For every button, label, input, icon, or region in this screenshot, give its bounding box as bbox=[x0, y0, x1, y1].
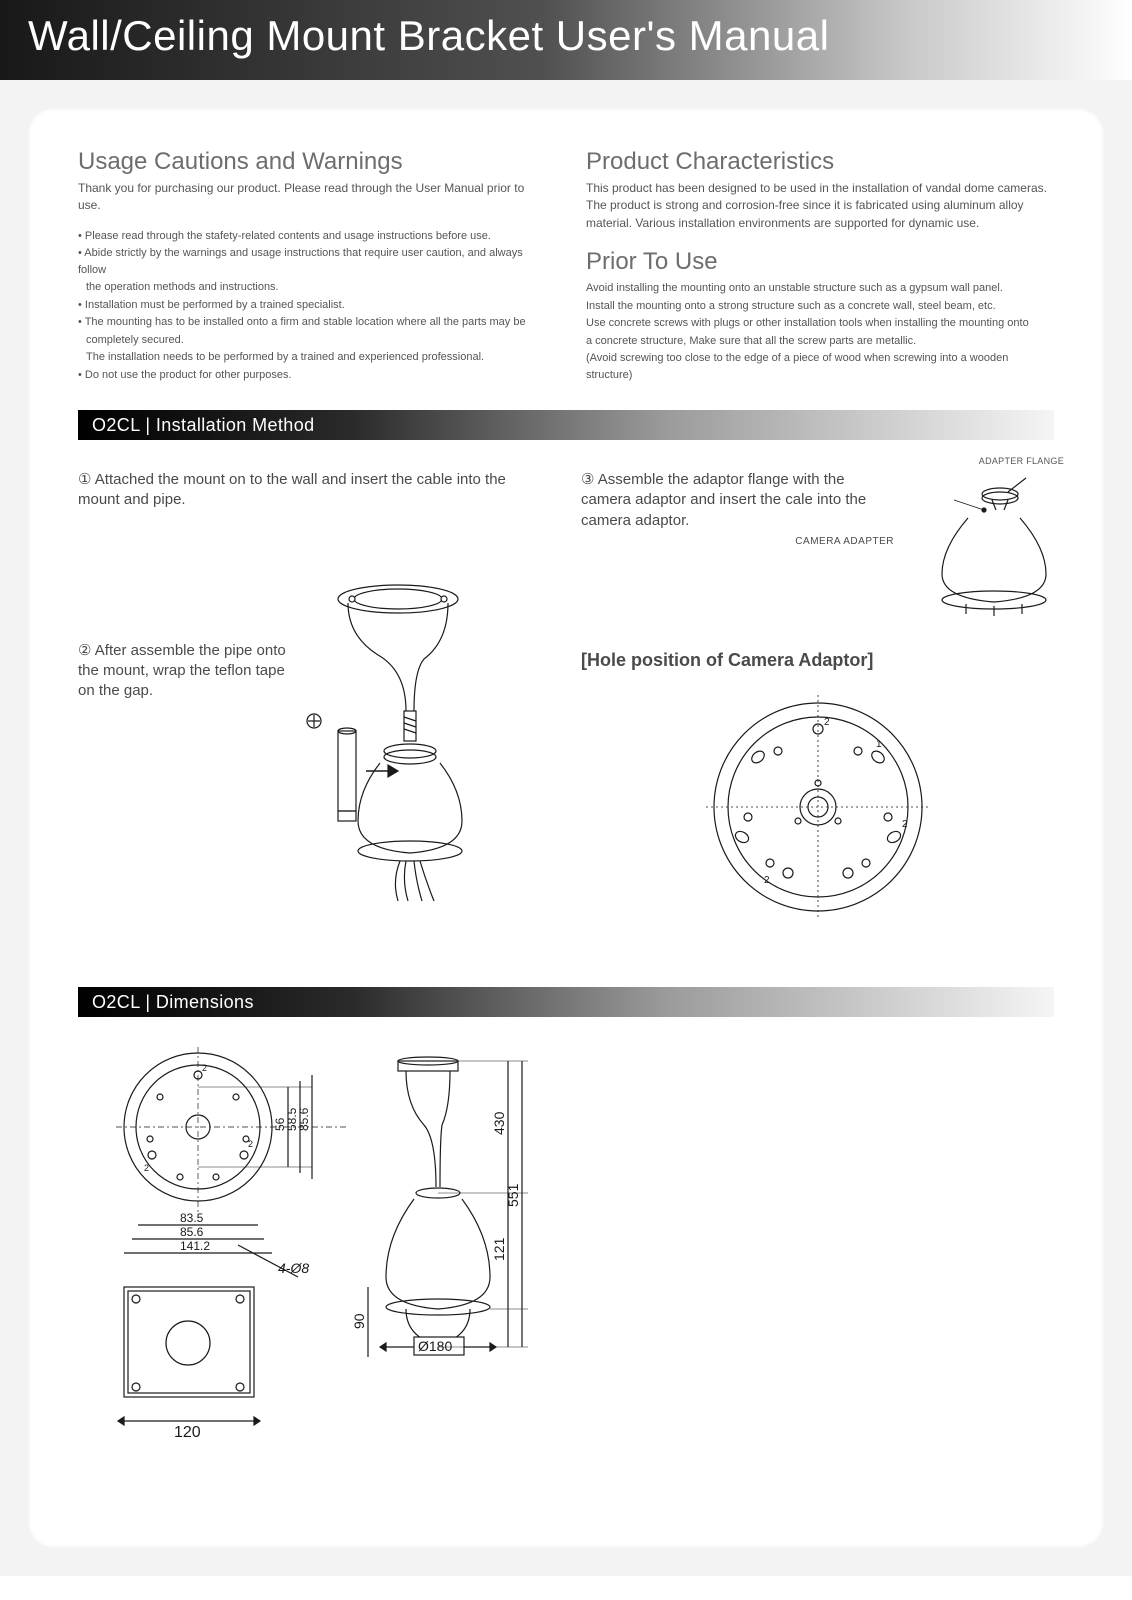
mount-figure bbox=[288, 581, 508, 921]
usage-bullets: • Please read through the stafety-relate… bbox=[78, 228, 546, 384]
line: Avoid installing the mounting onto an un… bbox=[586, 280, 1054, 297]
product-desc: This product has been designed to be use… bbox=[586, 180, 1054, 232]
svg-text:85.6: 85.6 bbox=[180, 1225, 204, 1239]
bullet: • Installation must be performed by a tr… bbox=[78, 297, 546, 314]
hole-position-figure: 2 1 2 2 bbox=[688, 687, 948, 927]
prior-heading: Prior To Use bbox=[586, 248, 1054, 276]
svg-text:85.6: 85.6 bbox=[297, 1107, 311, 1131]
bullet: The installation needs to be performed b… bbox=[78, 349, 546, 366]
hole-position-title: [Hole position of Camera Adaptor] bbox=[581, 650, 1054, 671]
dimensions-figure-area: 2 2 2 56 58.5 85.6 83.5 bbox=[78, 1047, 1054, 1447]
svg-text:2: 2 bbox=[824, 717, 830, 728]
bullet: the operation methods and instructions. bbox=[78, 279, 546, 296]
product-heading: Product Characteristics bbox=[586, 148, 1054, 176]
adapter-flange-label: ADAPTER FLANGE bbox=[979, 456, 1064, 466]
svg-text:551: 551 bbox=[505, 1184, 521, 1208]
step-num-3: ③ bbox=[581, 471, 594, 488]
step-3-text: Assemble the adaptor flange with the cam… bbox=[581, 471, 866, 529]
sheet-wrapper: Usage Cautions and Warnings Thank you fo… bbox=[0, 80, 1132, 1576]
usage-heading: Usage Cautions and Warnings bbox=[78, 148, 546, 176]
install-section-bar: O2CL | Installation Method bbox=[78, 410, 1054, 440]
intro-left: Usage Cautions and Warnings Thank you fo… bbox=[78, 148, 546, 384]
line: a concrete structure, Make sure that all… bbox=[586, 333, 1054, 350]
intro-columns: Usage Cautions and Warnings Thank you fo… bbox=[78, 148, 1054, 384]
line: Install the mounting onto a strong struc… bbox=[586, 298, 1054, 315]
svg-text:83.5: 83.5 bbox=[180, 1211, 204, 1225]
prior-desc: Avoid installing the mounting onto an un… bbox=[586, 280, 1054, 383]
step-3: ③ Assemble the adaptor flange with the c… bbox=[581, 470, 894, 620]
step-2: ② After assemble the pipe onto the mount… bbox=[78, 641, 288, 702]
svg-text:1: 1 bbox=[876, 739, 882, 750]
intro-right: Product Characteristics This product has… bbox=[586, 148, 1054, 384]
svg-text:2: 2 bbox=[144, 1163, 149, 1173]
dimensions-section-bar: O2CL | Dimensions bbox=[78, 987, 1054, 1017]
install-left: ① Attached the mount on to the wall and … bbox=[78, 470, 551, 927]
svg-text:90: 90 bbox=[351, 1313, 367, 1329]
bullet: • Abide strictly by the warnings and usa… bbox=[78, 245, 546, 278]
svg-text:141.2: 141.2 bbox=[180, 1239, 210, 1253]
thank-text: Thank you for purchasing our product. Pl… bbox=[78, 180, 546, 214]
svg-text:Ø180: Ø180 bbox=[418, 1338, 452, 1354]
bullet: completely secured. bbox=[78, 332, 546, 349]
install-right: ③ Assemble the adaptor flange with the c… bbox=[581, 470, 1054, 927]
page-header: Wall/Ceiling Mount Bracket User's Manual bbox=[0, 0, 1132, 80]
svg-text:430: 430 bbox=[491, 1112, 507, 1136]
install-columns: ① Attached the mount on to the wall and … bbox=[78, 470, 1054, 927]
bullet: • Please read through the stafety-relate… bbox=[78, 228, 546, 245]
svg-text:120: 120 bbox=[174, 1424, 201, 1441]
line: Use concrete screws with plugs or other … bbox=[586, 315, 1054, 332]
step-2-text: After assemble the pipe onto the mount, … bbox=[78, 642, 286, 700]
svg-text:2: 2 bbox=[764, 875, 770, 886]
page-title: Wall/Ceiling Mount Bracket User's Manual bbox=[28, 12, 1104, 60]
line: (Avoid screwing too close to the edge of… bbox=[586, 350, 1054, 383]
camera-adapter-label: CAMERA ADAPTER bbox=[581, 535, 894, 549]
dimensions-figure: 2 2 2 56 58.5 85.6 83.5 bbox=[88, 1047, 608, 1447]
svg-text:2: 2 bbox=[248, 1139, 253, 1149]
svg-text:4-Ø8: 4-Ø8 bbox=[278, 1260, 309, 1276]
svg-text:2: 2 bbox=[202, 1063, 207, 1073]
bullet: • The mounting has to be installed onto … bbox=[78, 314, 546, 331]
svg-text:121: 121 bbox=[491, 1238, 507, 1262]
svg-text:2: 2 bbox=[902, 819, 908, 830]
step-1-text: Attached the mount on to the wall and in… bbox=[78, 471, 506, 508]
content-sheet: Usage Cautions and Warnings Thank you fo… bbox=[28, 108, 1104, 1548]
step-num-1: ① bbox=[78, 471, 91, 488]
step-num-2: ② bbox=[78, 642, 91, 659]
bullet: • Do not use the product for other purpo… bbox=[78, 367, 546, 384]
step-1: ① Attached the mount on to the wall and … bbox=[78, 470, 551, 511]
dome-figure bbox=[904, 470, 1054, 620]
